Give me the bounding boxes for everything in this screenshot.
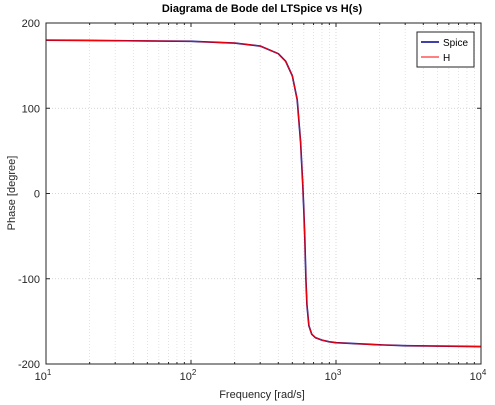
y-axis-label: Phase [degree] (6, 156, 18, 231)
x-tick-label: 103 (325, 368, 342, 383)
x-tick-label: 102 (180, 368, 197, 383)
y-tick-label: 100 (22, 103, 40, 115)
plot-area (45, 39, 482, 348)
grid (46, 23, 481, 364)
legend-label-spice: Spice (443, 38, 468, 49)
y-tick-label: 200 (22, 18, 40, 30)
series-line-h (45, 39, 482, 348)
legend: Spice H (416, 31, 475, 68)
x-tick-label: 104 (470, 368, 487, 383)
y-tick-label: -100 (18, 274, 40, 286)
y-tick-label: 0 (34, 189, 40, 201)
chart-title: Diagrama de Bode del LTSpice vs H(s) (162, 3, 363, 15)
legend-box (416, 31, 475, 68)
x-tick-label: 101 (35, 368, 52, 383)
axes: 101 102 103 104 -200 -100 0 100 200 (18, 18, 487, 383)
x-axis-label: Frequency [rad/s] (219, 389, 305, 401)
legend-label-h: H (443, 53, 450, 64)
y-tick-label: -200 (18, 359, 40, 371)
